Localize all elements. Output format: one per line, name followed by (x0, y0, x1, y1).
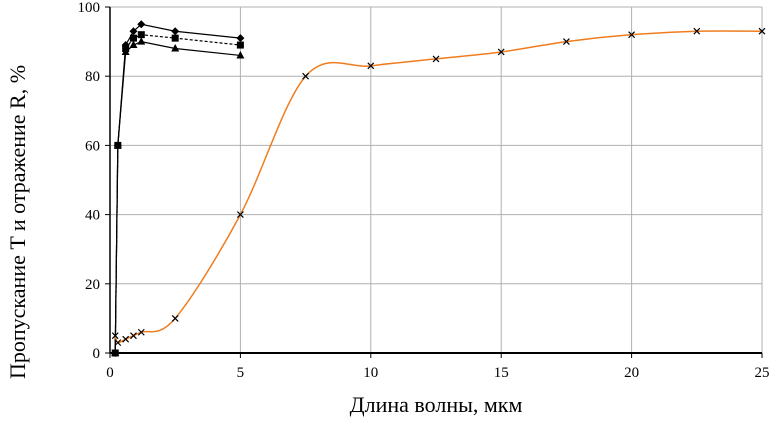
point (129, 27, 138, 36)
point (236, 211, 244, 219)
y-tick-label: 80 (85, 69, 100, 85)
x-tick-label: 20 (624, 365, 639, 381)
point (497, 48, 505, 56)
point (121, 47, 130, 55)
point (758, 27, 766, 35)
y-tick-label: 20 (85, 277, 100, 293)
y-tick-label: 0 (93, 346, 101, 362)
point (236, 34, 245, 43)
point (302, 72, 310, 80)
y-tick-label: 40 (85, 208, 100, 224)
point (114, 339, 122, 347)
point (236, 41, 244, 49)
point (111, 332, 119, 340)
series-line (114, 34, 241, 354)
point (432, 55, 440, 63)
y-axis-title: Пропускание T и отражение R, % (5, 65, 30, 379)
point (137, 37, 146, 45)
point (628, 31, 636, 39)
point (171, 44, 180, 52)
y-tick-label: 60 (85, 138, 100, 154)
point (137, 328, 145, 336)
series-line (114, 30, 763, 344)
point (171, 314, 179, 322)
point (129, 40, 138, 49)
y-tick-label: 100 (78, 0, 101, 16)
point (171, 27, 180, 36)
x-axis-title: Длина волны, мкм (350, 392, 523, 417)
point (562, 38, 570, 46)
point (367, 62, 375, 70)
point (137, 31, 145, 39)
x-tick-label: 10 (363, 365, 378, 381)
x-tick-label: 25 (755, 365, 770, 381)
point (693, 27, 701, 35)
point (129, 34, 137, 42)
point (113, 140, 122, 149)
series-line (114, 40, 241, 354)
point (122, 335, 130, 343)
point (111, 348, 120, 356)
point (171, 34, 179, 42)
point (236, 50, 245, 59)
series-line (114, 23, 241, 354)
x-tick-label: 0 (106, 365, 114, 381)
point (130, 332, 137, 340)
point (137, 20, 146, 29)
x-tick-label: 5 (237, 365, 245, 381)
x-tick-label: 15 (494, 365, 509, 381)
